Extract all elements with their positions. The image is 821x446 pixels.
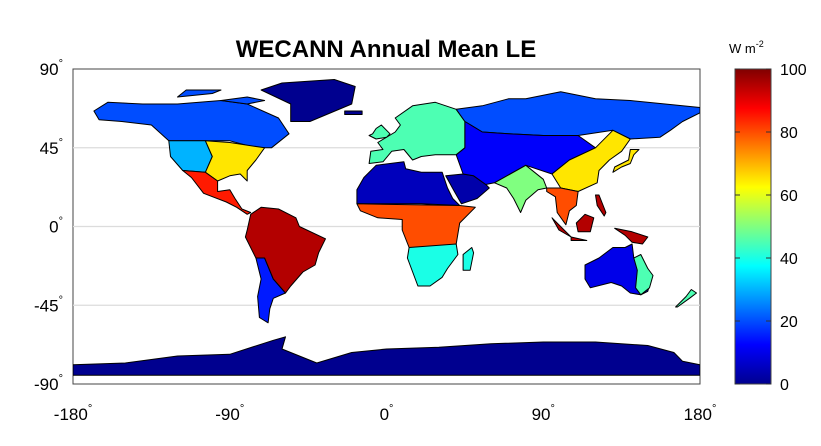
land-eastern-china [612, 149, 640, 173]
land-eastern-china [551, 129, 631, 192]
latitude-tick-labels: 90° 45° 0° -45° -90° [34, 58, 63, 394]
colorbar-tick-label: 80 [780, 125, 798, 142]
colorbar: W m-2 100 80 60 40 20 0 [729, 39, 807, 394]
lon-tick-label: 0° [380, 403, 394, 424]
land-canada [177, 89, 222, 98]
lon-tick-label: -90° [215, 403, 244, 424]
land-greenland [260, 79, 356, 122]
lon-tick-label: 90° [532, 403, 555, 424]
land-eastern-united-states [204, 140, 266, 182]
colorbar-gradient [734, 68, 772, 385]
longitude-tick-labels: -180° -90° 0° 90° 180° [54, 403, 717, 424]
lat-tick-label: -45° [34, 294, 63, 315]
land-sahara-desert [356, 161, 461, 206]
land-maritime-continent [575, 213, 595, 233]
land-eastern-australia [633, 254, 654, 296]
colorbar-unit: W m-2 [729, 39, 764, 56]
colorbar-unit-base: W m [729, 41, 756, 56]
land-greenland [344, 110, 363, 115]
land-maritime-continent [595, 194, 607, 217]
land-southern-africa [462, 247, 475, 271]
lon-tick-label: 180° [684, 403, 717, 424]
land-europe [368, 124, 391, 140]
lon-tick-label: -180° [54, 403, 92, 424]
colorbar-tick-label: 40 [780, 251, 798, 268]
land-canada [93, 100, 290, 149]
land-canada [220, 96, 266, 105]
map-title: WECANN Annual Mean LE [236, 36, 536, 63]
land-eastern-australia [675, 289, 697, 308]
land-central-america [182, 170, 252, 215]
lat-tick-label: 90° [40, 58, 63, 79]
lat-tick-label: -90° [34, 373, 63, 394]
land-amazon-basin [244, 206, 326, 294]
land-india [494, 164, 548, 213]
lat-tick-label: 0° [49, 216, 63, 237]
colorbar-tick-labels: 100 80 60 40 20 0 [735, 62, 807, 394]
land-southern-africa [406, 243, 459, 287]
lat-tick-label: 45° [40, 137, 63, 158]
colorbar-tick-label: 0 [780, 377, 789, 394]
colorbar-tick-label: 60 [780, 188, 798, 205]
colorbar-tick-label: 100 [780, 62, 807, 79]
land-maritime-continent [551, 217, 572, 238]
colorbar-unit-exponent: -2 [756, 39, 764, 49]
land-maritime-continent [570, 236, 588, 241]
colorbar-tick-label: 20 [780, 314, 798, 331]
land-masses [73, 79, 700, 376]
land-southeast-asia [546, 187, 579, 226]
land-maritime-continent [614, 227, 649, 245]
land-antarctica [73, 336, 700, 376]
